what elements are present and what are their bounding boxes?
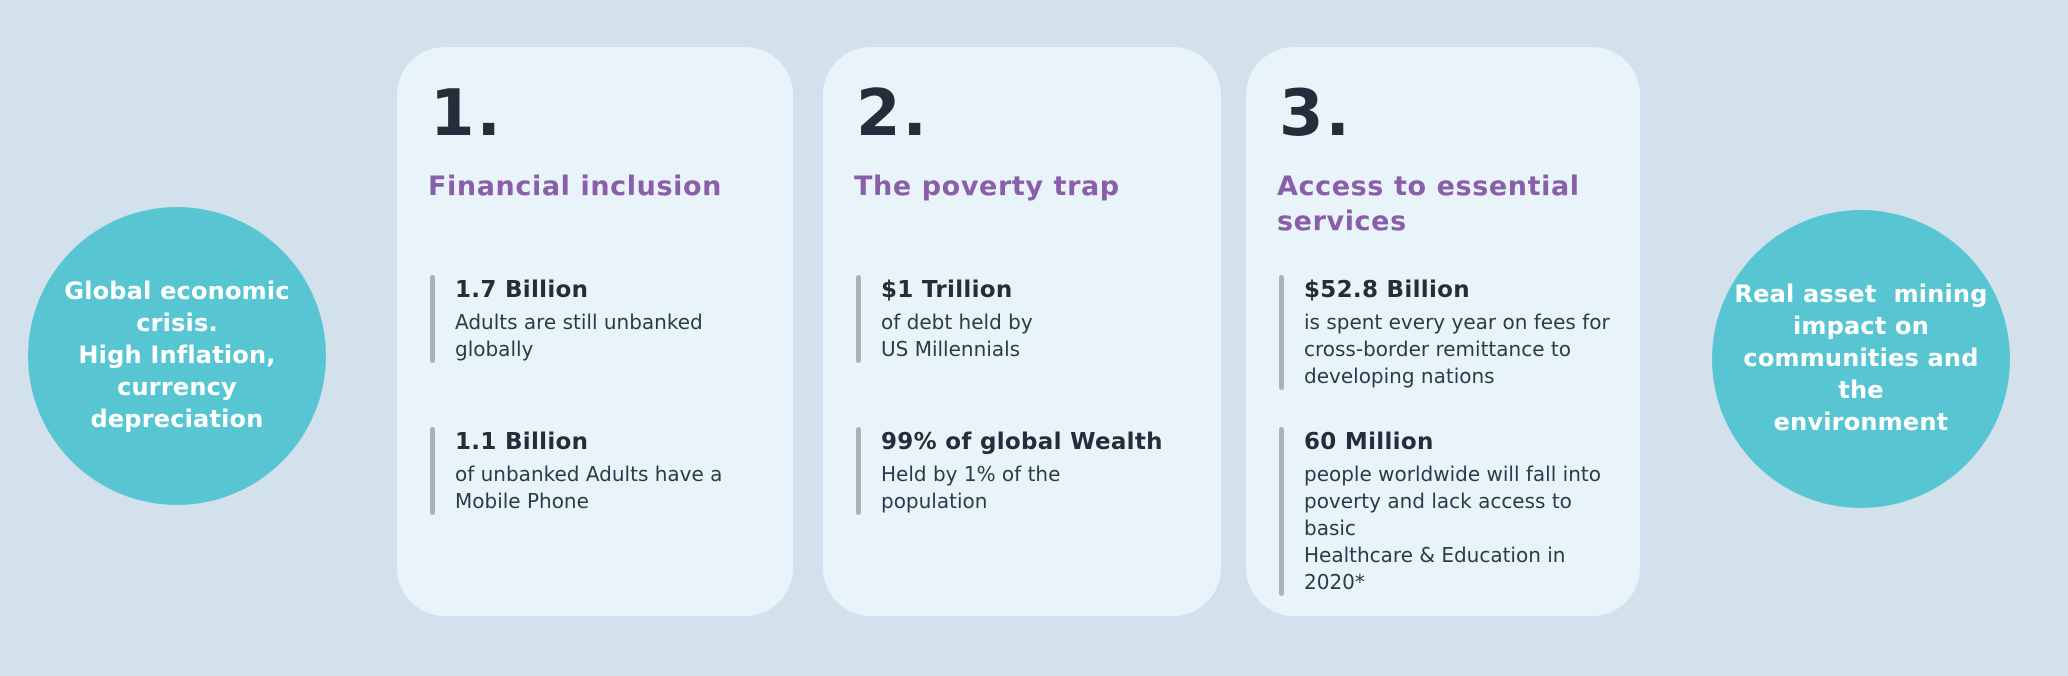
stat-value: $1 Trillion <box>881 277 1013 303</box>
stat-description: is spent every year on fees for cross-bo… <box>1304 309 1610 388</box>
stat-block: 99% of global Wealth Held by 1% of the p… <box>856 427 1193 515</box>
stat-description: of debt held by US Millennials <box>881 309 1033 361</box>
card-title: Financial inclusion <box>428 171 722 202</box>
stat-block: $52.8 Billion is spent every year on fee… <box>1279 275 1612 390</box>
global-crisis-circle-text: Global economic crisis. High Inflation, … <box>64 277 290 433</box>
stat-value: 1.1 Billion <box>455 429 589 455</box>
stat-bar <box>856 427 861 515</box>
card-number: 2. <box>856 77 929 151</box>
stat-block: 1.1 Billion of unbanked Adults have a Mo… <box>430 427 765 515</box>
card-number: 3. <box>1279 77 1352 151</box>
card-essential-services: 3. Access to essential services $52.8 Bi… <box>1246 47 1640 616</box>
stat-value: $52.8 Billion <box>1304 277 1470 303</box>
stat-bar <box>430 427 435 515</box>
card-title: The poverty trap <box>854 171 1120 202</box>
stat-bar <box>430 275 435 363</box>
global-crisis-circle: Global economic crisis. High Inflation, … <box>28 207 326 505</box>
stat-bar <box>1279 275 1284 390</box>
stat-value: 1.7 Billion <box>455 277 589 303</box>
stat-bar <box>1279 427 1284 596</box>
card-poverty-trap: 2. The poverty trap $1 Trillion of debt … <box>823 47 1221 616</box>
stat-block: $1 Trillion of debt held by US Millennia… <box>856 275 1193 363</box>
stat-value: 99% of global Wealth <box>881 429 1163 455</box>
stat-description: Adults are still unbanked globally <box>455 309 703 361</box>
stat-block: 60 Million people worldwide will fall in… <box>1279 427 1612 596</box>
card-financial-inclusion: 1. Financial inclusion 1.7 Billion Adult… <box>397 47 793 616</box>
stat-bar <box>856 275 861 363</box>
stat-description: of unbanked Adults have a Mobile Phone <box>455 461 723 513</box>
mining-impact-circle-text: Real asset mining impact on communities … <box>1734 280 1988 436</box>
card-number: 1. <box>430 77 503 151</box>
card-title: Access to essential services <box>1277 171 1580 238</box>
stat-value: 60 Million <box>1304 429 1434 455</box>
stat-block: 1.7 Billion Adults are still unbanked gl… <box>430 275 765 363</box>
stat-description: Held by 1% of the population <box>881 461 1061 513</box>
stat-description: people worldwide will fall into poverty … <box>1304 461 1601 594</box>
mining-impact-circle: Real asset mining impact on communities … <box>1712 210 2010 508</box>
